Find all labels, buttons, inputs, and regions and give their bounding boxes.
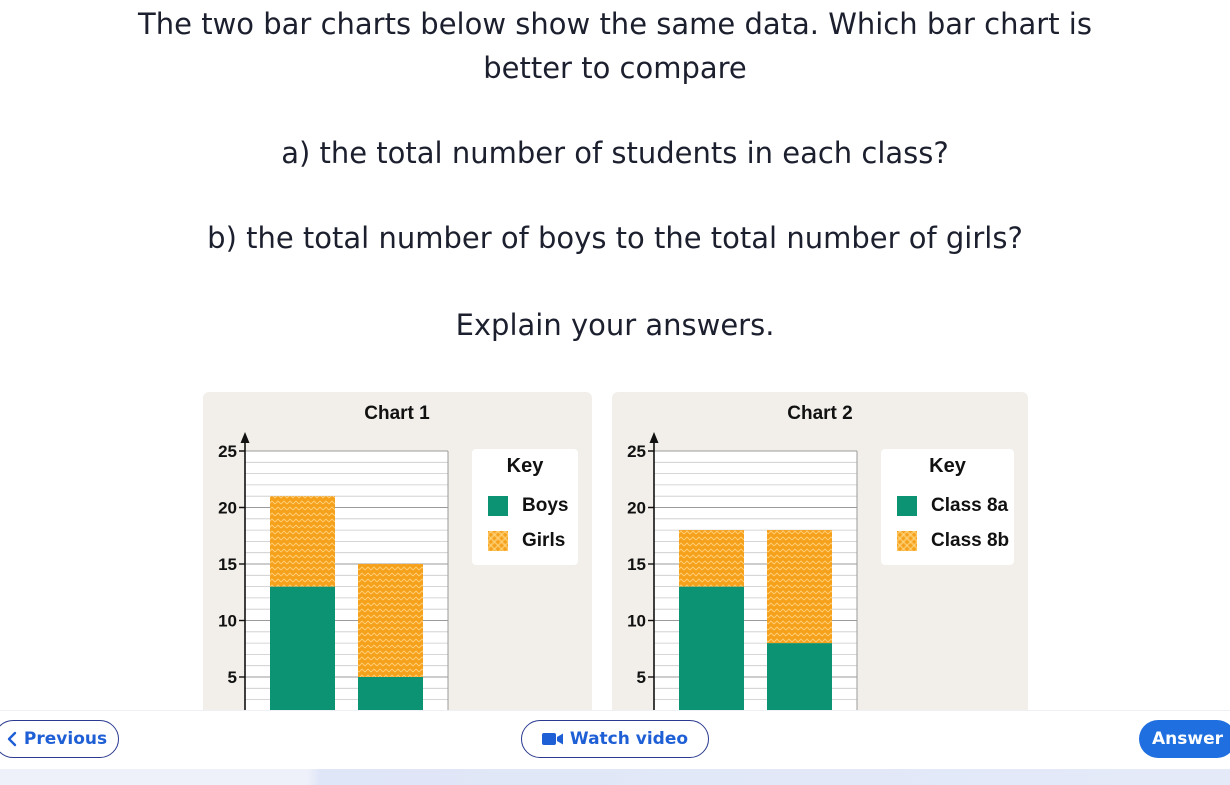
chart-2-key-item-class-8a: Class 8a [897, 495, 1008, 517]
bottom-shade [0, 769, 1230, 785]
chart-1-plot: Chart 1 5 10 15 20 25 [218, 403, 449, 710]
y-tick-label: 10 [627, 612, 646, 631]
watch-video-button[interactable]: Watch video [521, 720, 709, 758]
bar-segment-class-8a-1 [679, 586, 744, 710]
y-tick-label: 15 [627, 555, 646, 574]
y-axis-arrow [240, 432, 250, 443]
chart-2-plot: Chart 2 5 10 15 20 25 [627, 403, 858, 710]
chart-1-key-label-girls: Girls [522, 530, 566, 551]
y-tick-label: 20 [627, 499, 646, 518]
chart-1-panel: Chart 1 5 10 15 20 25 Key Boys Girls [203, 392, 592, 710]
video-camera-icon [541, 732, 564, 746]
chart-2-key: Key Class 8a Class 8b [881, 449, 1014, 565]
boys-swatch [488, 496, 508, 516]
question-instruction: Explain your answers. [455, 308, 775, 342]
class-8a-swatch [897, 496, 917, 516]
chart-2-key-label-class-8a: Class 8a [931, 495, 1009, 516]
chart-2-panel: Chart 2 5 10 15 20 25 Key Class 8a Class 8b [612, 392, 1028, 710]
y-axis-arrow [649, 432, 659, 443]
question-text-line-1: The two bar charts below show the same d… [138, 7, 1092, 41]
bar-segment-class-8a-2 [767, 643, 832, 710]
bar-segment-boys-2 [358, 677, 423, 710]
bar-segment-girls-1 [270, 496, 335, 587]
chart-1-key: Key Boys Girls [472, 449, 578, 565]
y-tick-label: 5 [637, 668, 646, 687]
watch-video-button-label: Watch video [569, 729, 689, 749]
bar-segment-boys-1 [270, 586, 335, 710]
y-tick-label: 25 [627, 442, 646, 461]
chart-1-key-title: Key [506, 455, 544, 477]
y-tick-label: 10 [218, 612, 237, 631]
bar-segment-class-8b-1 [679, 530, 744, 587]
previous-button[interactable]: Previous [0, 720, 119, 758]
bar-segment-class-8b-2 [767, 530, 832, 644]
chart-1-key-item-boys: Boys [488, 495, 568, 517]
chart-1-title: Chart 1 [364, 403, 430, 424]
chart-1-key-label-boys: Boys [522, 495, 569, 516]
chevron-left-icon [6, 731, 18, 747]
chart-2-key-label-class-8b: Class 8b [931, 530, 1010, 551]
answer-button[interactable]: Answer [1139, 720, 1230, 758]
question-text-line-2: better to compare [483, 51, 747, 85]
chart-2-key-item-class-8b: Class 8b [897, 530, 1009, 552]
y-tick-label: 20 [218, 499, 237, 518]
question-part-a: a) the total number of students in each … [281, 136, 949, 170]
girls-swatch [488, 531, 508, 551]
bar-segment-girls-2 [358, 564, 423, 677]
y-tick-label: 25 [218, 442, 237, 461]
chart-2-key-title: Key [929, 455, 966, 477]
answer-button-label: Answer [1152, 729, 1223, 749]
class-8b-swatch [897, 531, 917, 551]
chart-2-title: Chart 2 [787, 403, 852, 424]
question-part-b: b) the total number of boys to the total… [207, 221, 1023, 255]
chart-1-key-item-girls: Girls [488, 530, 565, 552]
y-tick-label: 15 [218, 555, 237, 574]
previous-button-label: Previous [23, 729, 108, 749]
y-tick-label: 5 [228, 668, 237, 687]
